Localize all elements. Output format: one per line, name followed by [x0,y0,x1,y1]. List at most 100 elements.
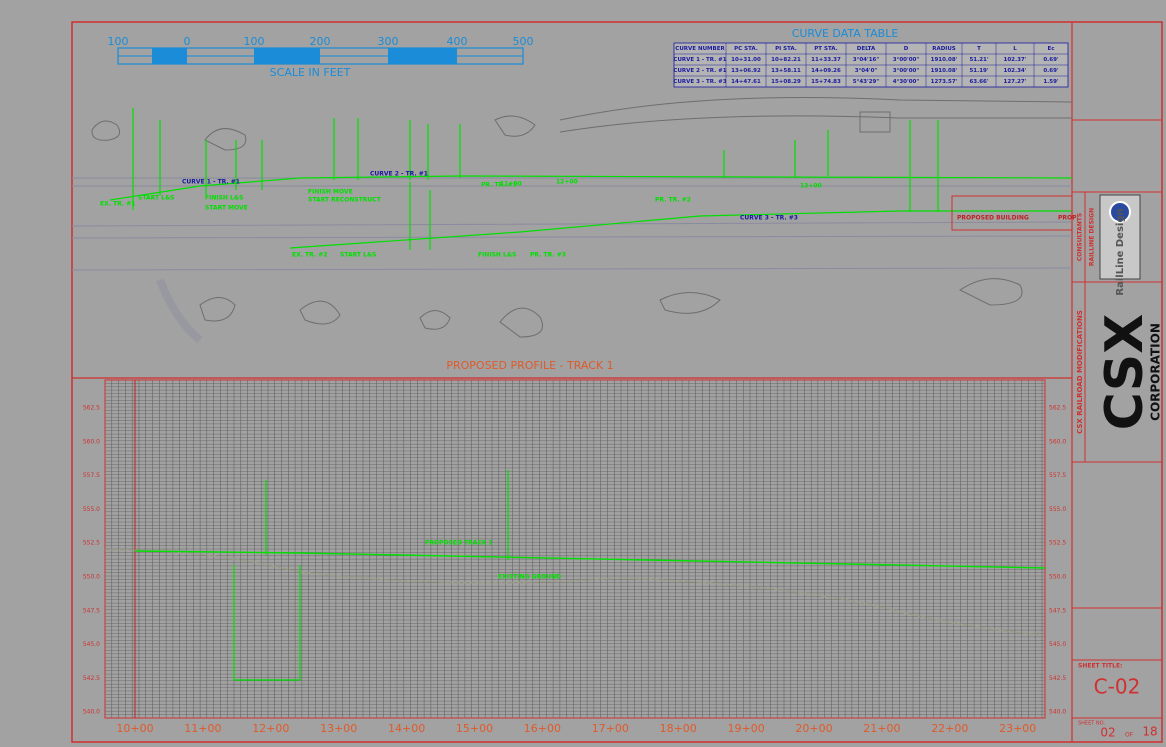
elevation-label-right: 542.5 [1049,675,1066,682]
plan-label: CURVE 2 - TR. #1 [370,171,428,178]
station-label: 17+00 [592,722,629,735]
table-cell: 102.37' [1004,57,1027,63]
proposed-track-1 [109,175,1073,201]
table-cell: 1910.08' [931,57,958,63]
plan-label: 13+00 [800,183,822,190]
elevation-label-left: 547.5 [83,607,100,614]
sheet-total: 18 [1142,725,1157,739]
elevation-label-right: 562.5 [1049,405,1066,412]
profile-grid [104,379,1045,719]
table-header: Ec [1047,46,1054,52]
sheet-of: OF [1125,732,1134,739]
table-cell: 15+74.83 [811,79,841,85]
elevation-label-right: 555.0 [1049,506,1066,513]
table-cell: 51.19' [969,68,988,74]
elevation-label-left: 540.0 [83,709,100,716]
elevation-label-left: 542.5 [83,675,100,682]
table-header: PC STA. [734,46,758,52]
elevation-label-right: 547.5 [1049,607,1066,614]
proposed-alignment [109,108,1073,250]
logo-box [1099,194,1141,280]
table-cell: 14+47.61 [731,79,761,85]
sheet-title-label: SHEET TITLE: [1078,663,1122,670]
logo-text: RailLine Design [1115,208,1126,295]
plan-label: START L&S [340,252,377,259]
elevation-label-left: 560.0 [83,438,100,445]
table-cell: CURVE 3 - TR. #3 [673,79,726,85]
table-header: PT STA. [814,46,837,52]
station-label: 12+00 [252,722,289,735]
plan-label: FINISH L&S [205,195,243,202]
elevation-label-left: 557.5 [83,472,100,479]
sheet-number: 02 [1100,726,1115,740]
table-header: L [1013,46,1017,52]
curve-table-title: CURVE DATA TABLE [792,27,899,40]
scale-label: 300 [378,35,399,48]
existing-ground [104,549,1046,636]
proposed-building [951,195,1073,231]
table-cell: 102.34' [1004,68,1027,74]
station-label: 20+00 [795,722,832,735]
plan-label: 11+00 [500,181,522,188]
plan-linework [71,97,1073,344]
table-header: DELTA [857,46,876,52]
project-name: CSX RAILROAD MODIFICATIONS [1076,310,1084,434]
plan-label: START RECONSTRUCT [308,197,382,204]
station-label: 16+00 [524,722,561,735]
table-cell: 10+31.00 [731,57,761,63]
elevation-label-left: 562.5 [83,405,100,412]
plan-label: FINISH L&S [478,252,516,259]
proposed-track-3 [289,210,1072,249]
elevation-label-right: 552.5 [1049,540,1066,547]
profile-leaders [233,470,509,681]
plan-label: FINISH MOVE [308,189,353,196]
table-cell: 14+09.26 [811,68,841,74]
table-cell: 1273.57' [931,79,958,85]
plan-label: PROPOSED BUILDING [957,215,1029,222]
profile-lines [104,380,1046,718]
station-label: 14+00 [388,722,425,735]
elevation-label-right: 560.0 [1049,438,1066,445]
table-cell: 0.69' [1043,57,1059,63]
table-cell: 10+82.21 [771,57,801,63]
scale-label: 400 [447,35,468,48]
csx-corporation: CORPORATION [1149,323,1163,421]
curve-table: CURVE NUMBER PC STA. PI STA. PT STA. DELTA D R… [673,42,1069,88]
station-label: 11+00 [184,722,221,735]
scale-label: 100 [108,35,129,48]
elevation-label-right: 550.0 [1049,574,1066,581]
scale-label: 100 [244,35,265,48]
table-cell: 4°30'00" [893,79,920,85]
table-header: RADIUS [932,46,956,52]
profile-label: EXISTING GROUND [498,574,561,581]
station-label: 19+00 [727,722,764,735]
table-cell: 3°00'00" [893,57,920,63]
sheet-no-label: SHEET NO. [1078,721,1105,727]
table-cell: 51.21' [969,57,988,63]
elevation-label-left: 555.0 [83,506,100,513]
station-label: 23+00 [999,722,1036,735]
plan-label: CURVE 3 - TR. #3 [740,215,798,222]
plan-label: START L&S [138,195,175,202]
table-cell: 1.59' [1043,79,1059,85]
plan-label: EX. TR. #1 [100,201,136,208]
table-cell: 3°00'00" [893,68,920,74]
table-cell: 63.66' [969,79,988,85]
table-cell: 13+58.11 [771,68,801,74]
plan-label: START MOVE [205,205,248,212]
creek [156,278,203,344]
scale-label: 500 [513,35,534,48]
table-header: PI STA. [775,46,797,52]
scale-caption: SCALE IN FEET [270,66,351,79]
plan-label: PR. TR. #1 [481,182,517,189]
table-cell: 0.69' [1043,68,1059,74]
table-cell: CURVE 1 - TR. #1 [673,57,726,63]
elevation-label-left: 545.0 [83,641,100,648]
rail-lines [71,177,1073,271]
station-label: 22+00 [931,722,968,735]
table-cell: 5°43'29" [853,79,880,85]
scale-label: 0 [184,35,191,48]
table-cell: 13+06.92 [731,68,761,74]
